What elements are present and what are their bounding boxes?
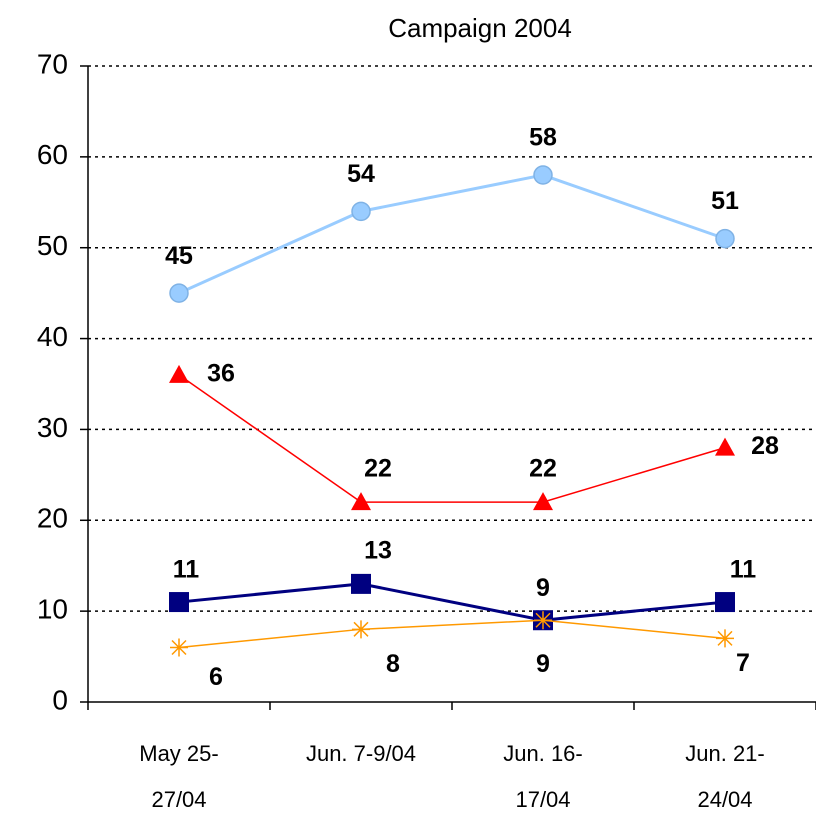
chart-title: Campaign 2004 (388, 13, 572, 43)
data-label: 54 (347, 160, 375, 188)
y-tick-label: 40 (37, 321, 68, 352)
series-line (178, 582, 726, 622)
series-line (178, 173, 726, 295)
y-tick-label: 70 (37, 48, 68, 79)
y-tick-label: 10 (37, 594, 68, 625)
marker (170, 638, 188, 657)
x-tick-label: 27/04 (151, 787, 206, 812)
marker (351, 492, 371, 511)
y-tick-label: 0 (52, 684, 68, 715)
y-tick-label: 60 (37, 139, 68, 170)
y-tick-label: 20 (37, 503, 68, 534)
x-tick-label: Jun. 21- (685, 741, 765, 766)
data-label: 36 (207, 360, 235, 388)
data-label: 9 (536, 650, 550, 678)
marker (169, 283, 189, 303)
data-label: 6 (209, 663, 223, 691)
marker (715, 437, 735, 456)
marker (534, 611, 552, 630)
x-tick-label: May 25- (139, 741, 218, 766)
y-tick-label: 50 (37, 230, 68, 261)
marker (716, 629, 734, 648)
marker (351, 201, 371, 222)
marker (169, 364, 189, 383)
series-line (178, 619, 726, 649)
marker (533, 492, 553, 511)
data-label: 45 (165, 242, 193, 270)
marker (533, 165, 553, 185)
data-label: 7 (736, 649, 750, 677)
data-label: 8 (386, 650, 400, 678)
data-label: 28 (751, 432, 779, 460)
marker (715, 228, 735, 249)
data-label: 22 (364, 455, 392, 483)
data-label: 13 (364, 536, 392, 564)
marker (169, 592, 189, 613)
data-label: 11 (730, 556, 757, 584)
data-label: 11 (173, 556, 200, 584)
data-label: 9 (536, 574, 550, 602)
marker (351, 573, 371, 594)
y-tick-label: 30 (37, 412, 68, 443)
series-line (178, 374, 726, 503)
x-tick-label: Jun. 16- (503, 741, 583, 766)
x-tick-label: Jun. 7-9/04 (306, 741, 416, 766)
marker (352, 620, 370, 639)
x-tick-label: 17/04 (515, 787, 570, 812)
data-label: 51 (711, 187, 739, 215)
marker (715, 592, 735, 613)
data-label: 22 (529, 455, 557, 483)
data-label: 58 (529, 124, 557, 152)
x-tick-label: 24/04 (697, 787, 752, 812)
